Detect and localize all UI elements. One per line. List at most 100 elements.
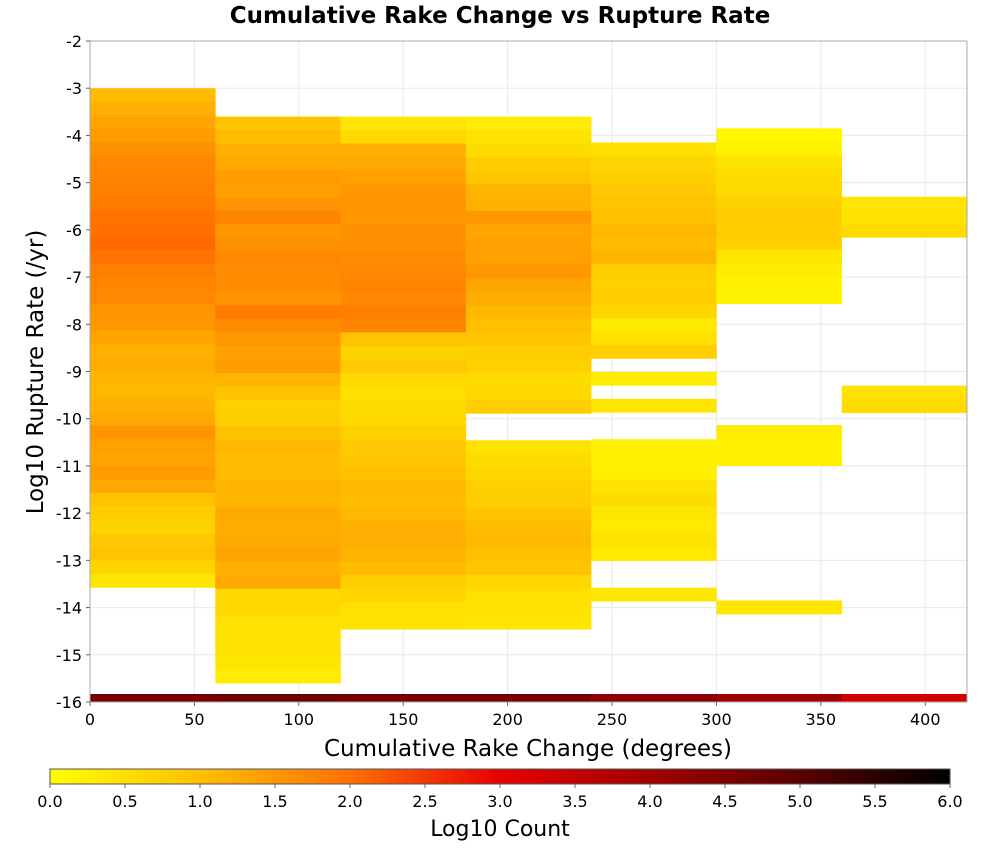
heatmap-cell xyxy=(465,440,592,455)
colorbar xyxy=(49,768,951,785)
colorbar-tick-label: 3.0 xyxy=(487,792,512,811)
heatmap-cell xyxy=(465,210,592,225)
heatmap-cell xyxy=(90,519,216,534)
heatmap-cell xyxy=(90,223,216,237)
heatmap-cell xyxy=(465,305,592,320)
heatmap-cell xyxy=(591,506,717,521)
heatmap-cell xyxy=(465,345,592,360)
heatmap-cell xyxy=(215,629,341,644)
heatmap-cell xyxy=(465,467,592,482)
heatmap-cell xyxy=(340,305,467,320)
y-tick-label: -16 xyxy=(56,693,82,712)
heatmap-cell xyxy=(215,480,341,495)
heatmap-cell xyxy=(591,304,717,319)
heatmap-cell xyxy=(215,507,341,522)
heatmap-cell xyxy=(465,116,592,131)
heatmap-cell xyxy=(465,602,592,617)
heatmap-cell xyxy=(340,237,467,252)
colorbar-tick-label: 5.5 xyxy=(862,792,887,811)
heatmap-cell xyxy=(215,440,341,455)
heatmap-cell xyxy=(340,372,467,387)
heatmap-cell xyxy=(591,533,717,548)
y-tick-label: -2 xyxy=(66,32,82,51)
x-axis-ticks: 0 50 100 150 200 250 300 350 400 xyxy=(85,702,941,729)
heatmap-cell xyxy=(716,209,843,224)
heatmap-cell xyxy=(90,88,216,103)
heatmap-cell xyxy=(340,548,467,563)
heatmap-cell xyxy=(591,236,717,251)
heatmap-cell xyxy=(90,384,216,399)
heatmap-cell xyxy=(716,276,843,291)
heatmap-cell xyxy=(465,399,592,414)
heatmap-cell xyxy=(716,168,843,183)
heatmap-cell xyxy=(215,534,341,549)
heatmap-cell xyxy=(716,452,843,466)
colorbar-tick-label: 1.0 xyxy=(187,792,212,811)
y-tick-label: -4 xyxy=(66,126,82,145)
heatmap-cell xyxy=(591,371,717,386)
colorbar-tick-label: 5.0 xyxy=(787,792,812,811)
x-tick-label: 100 xyxy=(284,710,315,729)
heatmap-cell xyxy=(465,183,592,198)
y-tick-label: -9 xyxy=(66,363,82,382)
x-tick-label: 0 xyxy=(85,710,95,729)
heatmap-cell xyxy=(215,386,341,401)
heatmap-cell xyxy=(591,466,717,481)
heatmap-cell xyxy=(90,398,216,413)
heatmap-cell xyxy=(340,602,467,617)
heatmap-cell xyxy=(90,263,216,278)
heatmap-cell-bottom xyxy=(591,694,717,702)
heatmap-cell xyxy=(215,345,341,360)
heatmap-cell xyxy=(465,615,592,630)
heatmap-cell xyxy=(591,223,717,238)
heatmap-cell xyxy=(340,561,467,576)
heatmap-cell xyxy=(215,183,341,198)
heatmap-cell xyxy=(591,277,717,292)
heatmap-cell xyxy=(591,317,717,332)
colorbar-tick-label: 1.5 xyxy=(262,792,287,811)
heatmap-cell xyxy=(465,534,592,549)
heatmap-cell xyxy=(90,357,216,372)
y-tick-label: -10 xyxy=(56,410,82,429)
heatmap-cell xyxy=(215,494,341,509)
heatmap-cell xyxy=(716,249,843,264)
heatmap-cell xyxy=(215,575,341,590)
x-tick-label: 300 xyxy=(701,710,732,729)
heatmap-cell xyxy=(465,130,592,144)
heatmap-cell xyxy=(90,304,216,318)
heatmap-cell xyxy=(465,237,592,252)
heatmap-cell xyxy=(215,399,341,414)
colorbar-tick-label: 3.5 xyxy=(562,792,587,811)
heatmap-cell xyxy=(340,467,467,482)
y-axis-ticks: -2 -3 -4 -5 -6 -7 -8 -9 -10 -11 -12 -13 -14 -15 -16 xyxy=(56,32,90,712)
heatmap-cell xyxy=(90,560,216,575)
heatmap-cell xyxy=(465,251,592,266)
heatmap-cell xyxy=(841,210,968,225)
heatmap-cell xyxy=(465,332,592,347)
heatmap-cell xyxy=(340,453,467,468)
heatmap-cells xyxy=(90,88,968,702)
heatmap-cell xyxy=(215,453,341,468)
heatmap-cell xyxy=(215,278,341,293)
heatmap-cell xyxy=(841,196,968,211)
colorbar-ticks: 0.0 0.5 1.0 1.5 2.0 2.5 3.0 3.5 4.0 4.5 5.0 5.5 6.0 xyxy=(37,784,963,811)
heatmap-cell xyxy=(90,492,216,507)
heatmap-cell xyxy=(340,251,467,266)
heatmap-cell-bottom xyxy=(215,694,341,702)
heatmap-cell xyxy=(591,587,717,602)
heatmap-cell xyxy=(465,453,592,468)
y-tick-label: -8 xyxy=(66,315,82,334)
heatmap-cell xyxy=(215,372,341,387)
heatmap-cell xyxy=(465,372,592,387)
heatmap-cell xyxy=(591,452,717,467)
heatmap-cell xyxy=(591,196,717,211)
heatmap-cell xyxy=(591,520,717,535)
heatmap-cell xyxy=(716,128,843,143)
heatmap-cell xyxy=(90,425,216,440)
heatmap-cell xyxy=(716,425,843,439)
heatmap-cell xyxy=(340,413,467,428)
heatmap-cell xyxy=(465,143,592,158)
heatmap-cell xyxy=(90,546,216,561)
y-tick-label: -15 xyxy=(56,646,82,665)
